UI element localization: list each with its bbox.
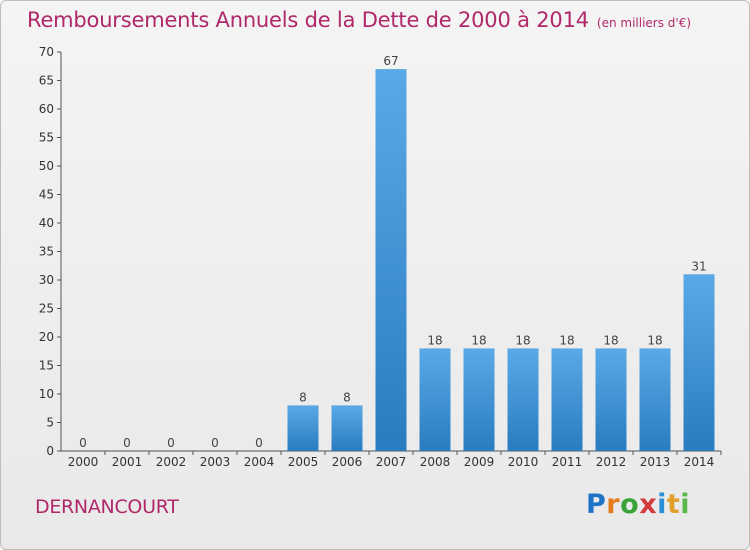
x-tick-label: 2010 [508,455,539,469]
x-tick-label: 2000 [68,455,99,469]
value-label: 0 [79,436,87,450]
logo-letter: o [620,489,640,520]
value-label: 18 [647,333,662,347]
x-tick-label: 2002 [156,455,187,469]
y-tick-label: 10 [39,387,54,401]
y-tick-label: 20 [39,330,54,344]
x-tick-label: 2012 [596,455,627,469]
x-tick-label: 2008 [420,455,451,469]
bar [419,348,451,451]
chart-title: Remboursements Annuels de la Dette de 20… [27,8,589,32]
bar [507,348,539,451]
logo-letter: i [657,489,667,520]
value-label: 18 [603,333,618,347]
value-label: 8 [299,390,307,404]
y-tick-label: 55 [39,131,54,145]
value-label: 67 [383,54,398,68]
value-label: 18 [471,333,486,347]
x-tick-label: 2005 [288,455,319,469]
x-tick-label: 2014 [684,455,715,469]
y-tick-label: 35 [39,245,54,259]
bar [639,348,671,451]
bars [287,69,715,451]
value-label: 0 [211,436,219,450]
x-tick-label: 2001 [112,455,143,469]
bar [331,405,363,451]
bar [595,348,627,451]
value-label: 18 [515,333,530,347]
x-tick-label: 2009 [464,455,495,469]
value-label: 18 [559,333,574,347]
bar [287,405,319,451]
y-tick-label: 0 [46,444,54,458]
y-tick-label: 60 [39,102,54,116]
y-tick-label: 25 [39,302,54,316]
y-tick-label: 5 [46,416,54,430]
value-labels: 0 0 0 0 0 8 8 67 18 18 18 18 18 18 31 [79,54,706,450]
bar [463,348,495,451]
value-label: 18 [427,333,442,347]
value-label: 0 [167,436,175,450]
y-tick-label: 65 [39,74,54,88]
logo-letter: r [606,489,621,520]
y-tick-label: 30 [39,273,54,287]
y-tick-label: 70 [39,45,54,59]
y-tick-label: 40 [39,216,54,230]
x-tick-label: 2011 [552,455,583,469]
x-tick-label: 2013 [640,455,671,469]
x-tick-label: 2006 [332,455,363,469]
value-label: 8 [343,390,351,404]
proxiti-logo: Proxiti [586,489,690,520]
value-label: 0 [123,436,131,450]
x-tick-label: 2003 [200,455,231,469]
town-name: DERNANCOURT [35,496,179,518]
bar [683,274,715,451]
bar [551,348,583,451]
bar [375,69,407,451]
y-tick-label: 15 [39,359,54,373]
chart-title-row: Remboursements Annuels de la Dette de 20… [27,8,691,32]
x-tick-label: 2004 [244,455,275,469]
y-tick-label: 45 [39,188,54,202]
logo-letter: t [666,489,681,520]
y-tick-label: 50 [39,159,54,173]
logo-letter: i [680,489,691,520]
axes: 0 5 10 15 20 25 30 35 40 45 50 55 60 65 70 2000 2001 2002… [39,45,722,469]
chart-unit: (en milliers d'€) [596,16,692,30]
value-label: 31 [691,259,706,273]
logo-letter: x [639,489,658,520]
value-label: 0 [255,436,263,450]
x-tick-label: 2007 [376,455,407,469]
logo-letter: P [586,489,607,520]
